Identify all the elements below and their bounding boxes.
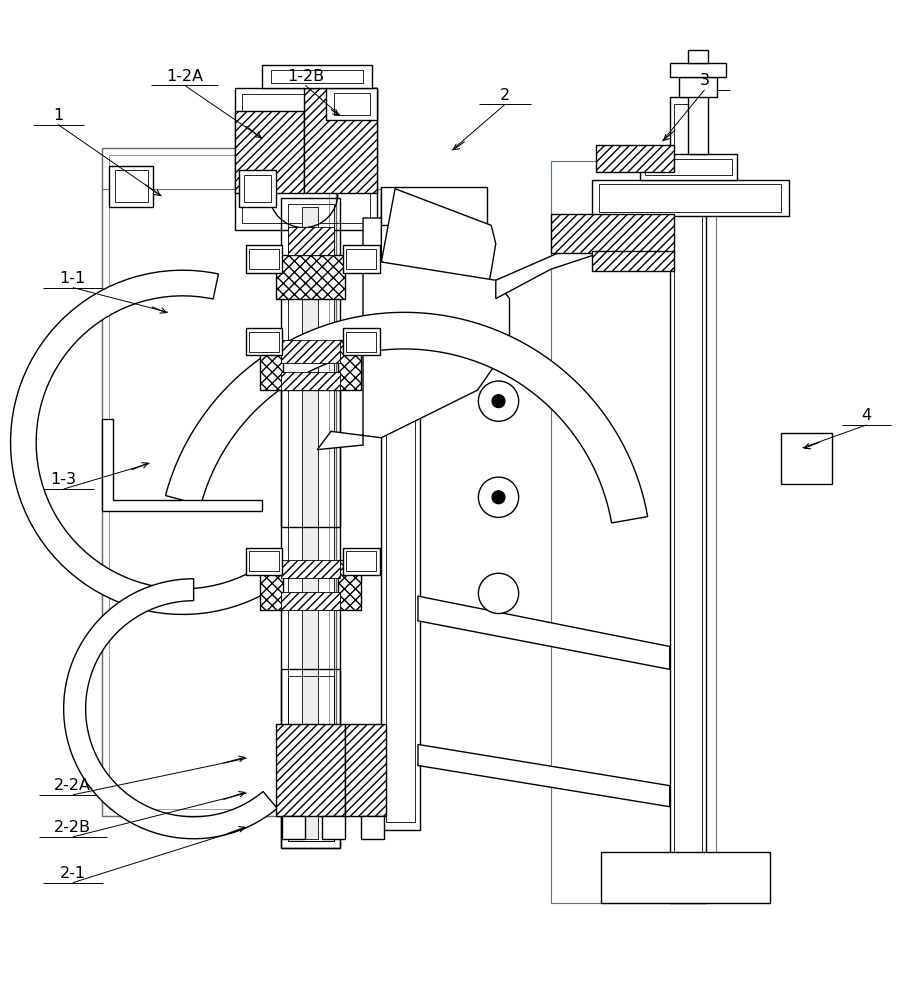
Bar	[338, 340, 361, 390]
Bar	[288, 204, 334, 841]
Bar	[303, 88, 377, 193]
Bar	[110, 166, 153, 207]
Bar	[382, 189, 419, 830]
Bar	[272, 70, 363, 83]
Bar	[248, 249, 279, 269]
Bar	[343, 328, 380, 355]
Bar	[115, 170, 148, 202]
Polygon shape	[418, 596, 670, 669]
Circle shape	[492, 395, 505, 408]
Bar	[781, 433, 832, 484]
Polygon shape	[281, 340, 340, 363]
Bar	[260, 340, 284, 390]
Bar	[592, 251, 674, 271]
Bar	[260, 560, 284, 610]
Bar	[551, 214, 674, 253]
Bar	[645, 159, 732, 175]
Polygon shape	[166, 312, 648, 523]
Bar	[343, 548, 380, 575]
Bar	[345, 724, 386, 816]
Wedge shape	[11, 270, 282, 614]
Text: 1-2A: 1-2A	[166, 69, 203, 84]
Bar	[334, 93, 370, 115]
Bar	[239, 170, 276, 207]
Text: 1: 1	[53, 108, 63, 123]
Bar	[551, 161, 716, 903]
Bar	[601, 852, 770, 903]
Circle shape	[479, 573, 518, 614]
Bar	[246, 548, 283, 575]
Wedge shape	[64, 579, 277, 839]
Bar	[246, 328, 283, 355]
Polygon shape	[102, 419, 262, 511]
Bar	[281, 669, 340, 848]
Text: 2-1: 2-1	[59, 866, 86, 881]
Circle shape	[492, 491, 505, 504]
Bar	[102, 148, 336, 816]
Bar	[346, 551, 376, 571]
Bar	[246, 245, 283, 273]
Polygon shape	[317, 218, 509, 450]
Polygon shape	[281, 592, 340, 610]
Bar	[302, 207, 319, 839]
Bar	[281, 390, 340, 527]
Bar	[248, 332, 279, 352]
Bar	[674, 104, 702, 896]
Polygon shape	[382, 189, 496, 294]
Text: 2: 2	[500, 88, 510, 103]
Bar	[346, 249, 376, 269]
Polygon shape	[382, 209, 487, 289]
Bar	[276, 724, 345, 816]
Bar	[235, 88, 377, 230]
Bar	[343, 245, 380, 273]
Bar	[276, 255, 345, 299]
Bar	[288, 676, 334, 841]
Bar	[102, 189, 382, 816]
Polygon shape	[281, 372, 340, 390]
Bar	[641, 154, 736, 180]
Bar	[670, 97, 706, 903]
Bar	[382, 187, 487, 225]
Bar	[338, 560, 361, 610]
Bar	[597, 145, 674, 172]
Polygon shape	[418, 744, 670, 807]
Bar	[386, 196, 415, 822]
Bar	[592, 180, 788, 216]
Text: 1-1: 1-1	[59, 271, 86, 286]
Bar	[244, 175, 272, 202]
Bar	[327, 88, 377, 120]
Text: 2-2A: 2-2A	[54, 778, 91, 793]
Text: 1-2B: 1-2B	[287, 69, 324, 84]
Bar	[688, 88, 708, 154]
Bar	[688, 50, 708, 63]
Bar	[283, 816, 305, 839]
Bar	[361, 816, 384, 839]
Text: 1-3: 1-3	[50, 472, 76, 487]
Bar	[281, 198, 340, 848]
Bar	[248, 551, 279, 571]
Polygon shape	[496, 212, 670, 299]
Bar	[110, 155, 329, 809]
Bar	[288, 227, 334, 255]
Bar	[322, 816, 345, 839]
Bar	[262, 65, 373, 88]
Bar	[235, 111, 303, 193]
Bar	[679, 77, 717, 97]
Polygon shape	[281, 560, 340, 578]
Bar	[346, 332, 376, 352]
Text: 4: 4	[861, 408, 871, 423]
Bar	[242, 94, 370, 223]
Text: 2-2B: 2-2B	[54, 820, 91, 835]
Bar	[670, 63, 726, 77]
Text: 3: 3	[699, 73, 709, 88]
Bar	[599, 184, 780, 212]
